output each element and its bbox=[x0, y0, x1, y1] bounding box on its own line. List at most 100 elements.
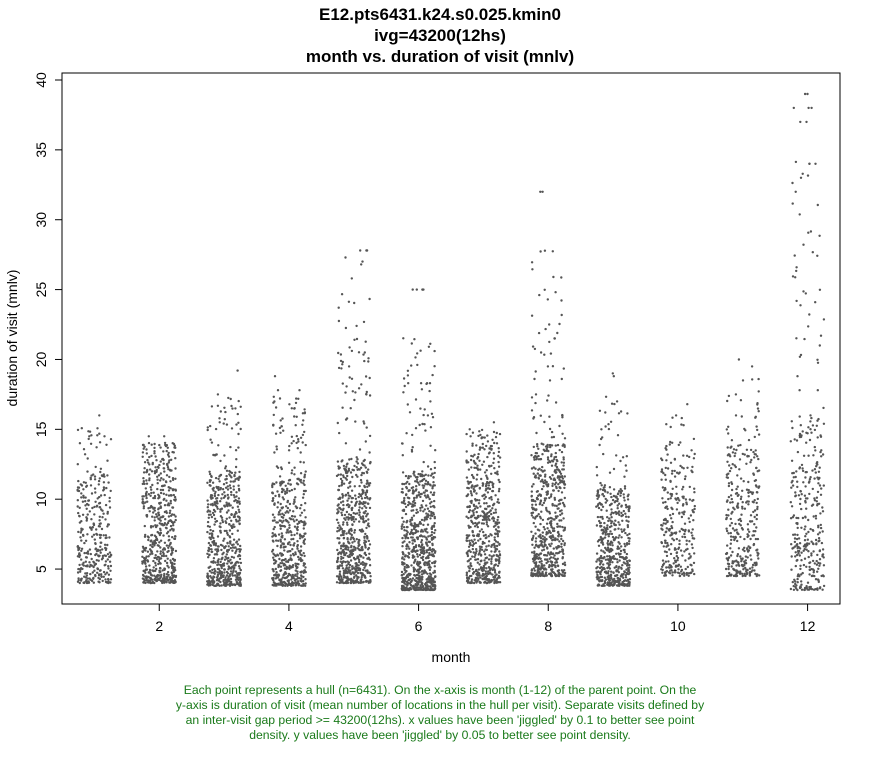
data-point bbox=[302, 562, 306, 565]
data-point bbox=[423, 408, 426, 411]
data-point bbox=[164, 577, 167, 580]
data-point bbox=[341, 496, 344, 499]
data-point bbox=[424, 429, 427, 432]
outlier-point bbox=[469, 435, 472, 438]
outlier-point bbox=[365, 393, 368, 396]
data-point bbox=[604, 558, 608, 561]
data-point bbox=[79, 536, 82, 539]
data-point bbox=[359, 466, 363, 469]
data-point bbox=[163, 522, 167, 525]
data-point bbox=[469, 458, 473, 462]
data-point bbox=[419, 407, 422, 410]
data-point bbox=[273, 451, 276, 454]
data-point bbox=[171, 513, 174, 516]
data-point bbox=[347, 541, 350, 544]
data-point bbox=[106, 459, 109, 462]
data-point bbox=[428, 563, 431, 567]
data-point bbox=[89, 563, 92, 567]
data-point bbox=[530, 551, 534, 554]
data-point bbox=[154, 561, 157, 565]
data-point bbox=[149, 553, 152, 556]
data-point bbox=[150, 491, 153, 495]
data-point bbox=[486, 455, 489, 459]
data-point bbox=[494, 435, 498, 439]
data-point bbox=[86, 533, 89, 536]
data-point bbox=[171, 478, 175, 482]
data-point bbox=[433, 536, 437, 539]
data-point bbox=[619, 410, 623, 413]
data-point bbox=[301, 535, 304, 538]
data-point bbox=[274, 577, 278, 580]
data-point bbox=[547, 565, 551, 569]
data-point bbox=[109, 564, 113, 568]
data-point bbox=[401, 536, 404, 540]
data-point bbox=[223, 581, 226, 584]
data-point bbox=[340, 511, 343, 514]
data-point bbox=[433, 471, 436, 475]
data-point bbox=[174, 477, 177, 480]
data-point bbox=[304, 470, 307, 473]
data-point bbox=[606, 524, 609, 527]
data-point bbox=[534, 370, 537, 373]
data-point bbox=[142, 480, 145, 483]
data-point bbox=[548, 427, 552, 431]
data-point bbox=[485, 536, 488, 539]
data-point bbox=[544, 327, 547, 331]
data-point bbox=[606, 542, 609, 545]
data-point bbox=[238, 584, 242, 587]
data-point bbox=[407, 501, 410, 504]
data-point bbox=[170, 553, 173, 556]
data-point bbox=[562, 517, 565, 520]
data-point bbox=[496, 535, 500, 538]
data-point bbox=[344, 580, 348, 583]
data-point bbox=[290, 565, 293, 568]
data-point bbox=[498, 487, 501, 491]
data-point bbox=[341, 560, 344, 564]
data-point bbox=[143, 445, 146, 448]
data-point bbox=[549, 352, 553, 355]
data-point bbox=[541, 518, 545, 522]
data-point bbox=[605, 509, 608, 512]
data-point bbox=[109, 578, 113, 581]
data-point bbox=[231, 549, 234, 552]
data-point bbox=[548, 531, 551, 534]
data-point bbox=[158, 522, 161, 525]
data-point bbox=[286, 487, 289, 490]
data-point bbox=[546, 399, 549, 402]
data-point bbox=[302, 527, 305, 530]
data-point bbox=[167, 489, 171, 492]
data-point bbox=[105, 486, 108, 490]
data-point bbox=[422, 587, 425, 590]
data-point bbox=[367, 525, 371, 528]
data-point bbox=[209, 438, 212, 441]
data-point bbox=[355, 538, 358, 541]
data-point bbox=[354, 518, 358, 521]
data-point bbox=[166, 466, 170, 469]
data-point bbox=[215, 453, 218, 456]
data-point bbox=[99, 545, 102, 548]
data-point bbox=[550, 436, 554, 439]
data-point bbox=[79, 567, 82, 571]
data-point bbox=[422, 486, 425, 490]
data-point bbox=[346, 560, 349, 563]
data-point bbox=[416, 549, 419, 552]
data-point bbox=[83, 551, 86, 555]
outlier-point bbox=[344, 256, 347, 259]
data-point bbox=[483, 513, 487, 516]
data-point bbox=[558, 478, 561, 481]
data-point bbox=[628, 540, 631, 543]
data-point bbox=[159, 472, 162, 475]
data-point bbox=[402, 500, 406, 503]
data-point bbox=[424, 588, 427, 592]
data-point bbox=[490, 444, 493, 448]
data-point bbox=[416, 583, 420, 586]
data-point bbox=[563, 569, 566, 572]
data-point bbox=[553, 470, 556, 473]
data-point bbox=[475, 466, 478, 470]
data-point bbox=[172, 451, 175, 454]
data-point bbox=[216, 545, 220, 548]
outlier-point bbox=[411, 288, 414, 291]
data-point bbox=[615, 570, 618, 573]
data-point bbox=[369, 497, 372, 500]
data-point bbox=[167, 546, 170, 549]
